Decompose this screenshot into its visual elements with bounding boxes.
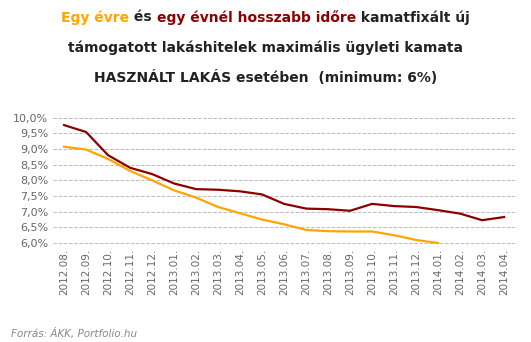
Text: Egy évre: Egy évre bbox=[61, 10, 130, 25]
Text: HASZNÁLT LAKÁS esetében  (minimum: 6%): HASZNÁLT LAKÁS esetében (minimum: 6%) bbox=[94, 70, 437, 86]
Text: és: és bbox=[130, 10, 157, 24]
Text: Forrás: ÁKK, Portfolio.hu: Forrás: ÁKK, Portfolio.hu bbox=[11, 328, 137, 339]
Text: kamatfixált új: kamatfixált új bbox=[356, 10, 470, 25]
Text: egy évnél hosszabb időre: egy évnél hosszabb időre bbox=[157, 10, 356, 25]
Text: támogatott lakáshitelek maximális ügyleti kamata: támogatott lakáshitelek maximális ügylet… bbox=[68, 40, 463, 55]
